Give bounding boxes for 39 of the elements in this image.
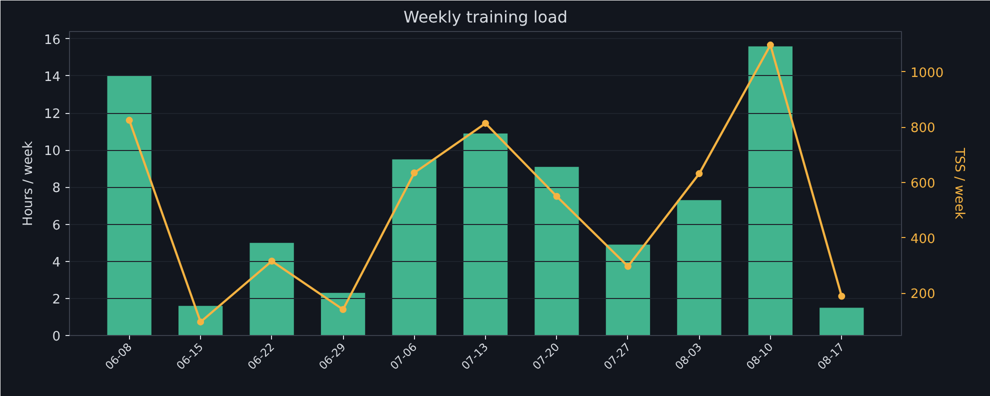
bar (320, 292, 366, 336)
y-tick-label: 12 (44, 107, 61, 122)
point (553, 192, 560, 200)
y-axis-title: Hours / week (20, 140, 36, 226)
y-tick-label: 16 (44, 32, 61, 48)
bar (107, 76, 152, 336)
bar (606, 244, 650, 336)
bar (748, 46, 793, 336)
point (410, 169, 418, 176)
y2-axis-title: TSS / week (952, 146, 967, 220)
bar (534, 166, 579, 336)
y-tick-label: 6 (52, 218, 61, 234)
bar (463, 133, 508, 336)
y-tick-label: 4 (52, 255, 61, 270)
bar (178, 306, 223, 336)
y-tick-label: 8 (52, 181, 61, 196)
bar (250, 242, 294, 336)
point (268, 258, 276, 265)
y2-tick-label: 600 (910, 176, 936, 192)
point (696, 170, 703, 178)
y-tick-label: 0 (52, 330, 61, 344)
point (340, 306, 347, 313)
y2-tick-label: 200 (910, 287, 936, 302)
point (197, 318, 204, 326)
point (624, 262, 632, 270)
chart-title: Weekly training load (403, 8, 568, 26)
point (126, 116, 133, 124)
y2-tick-label: 1000 (910, 66, 944, 81)
bar (677, 200, 722, 336)
bar (392, 159, 436, 336)
point (482, 120, 489, 127)
point (766, 42, 774, 49)
y-tick-label: 14 (44, 70, 61, 85)
y-tick-label: 2 (52, 292, 61, 308)
y2-tick-label: 800 (910, 121, 936, 136)
y-tick-label: 10 (44, 144, 61, 160)
y2-tick-label: 400 (910, 232, 936, 247)
point (838, 292, 846, 300)
bar (820, 308, 864, 336)
